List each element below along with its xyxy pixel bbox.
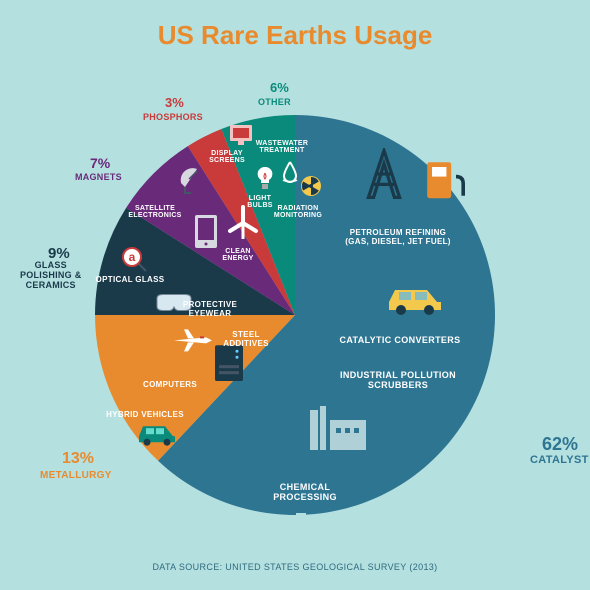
inner-label: RADIATION MONITORING [274,205,322,219]
bulb-icon [255,165,275,196]
inner-label: STEEL ADDITIVES [223,330,269,348]
inner-label: INDUSTRIAL POLLUTION SCRUBBERS [340,370,456,390]
server-icon [215,345,243,386]
inner-label: CHEMICAL PROCESSING [273,482,337,502]
slice-name: PHOSPHORS [143,112,203,122]
slice-name: CATALYST [530,454,589,466]
inner-label: COMPUTERS [143,380,197,389]
slice-percent: 3% [165,95,184,110]
dish-icon [175,165,205,200]
slice-name: OTHER [258,97,291,107]
plane-icon [170,325,214,361]
radiation-icon [300,175,322,202]
factory-icon [300,400,370,461]
inner-label: SATELLITE ELECTRONICS [128,205,181,219]
inner-label: DISPLAY SCREENS [209,150,245,164]
svg-text:a: a [129,250,136,264]
flask-icon [284,510,318,549]
turbine-icon [225,205,261,246]
inner-label: PROTECTIVE EYEWEAR [183,300,237,318]
ev-car-icon [135,420,179,451]
slice-percent: 62% [542,434,578,455]
slice-percent: 13% [62,450,94,468]
screen-icon [230,125,252,152]
slice-name: METALLURGY [40,470,112,481]
inner-label: OPTICAL GLASS [96,275,165,284]
drop-icon [280,160,300,189]
slice-name: MAGNETS [75,172,122,182]
slice-name: GLASS POLISHING & CERAMICS [20,260,81,290]
phone-icon [195,215,217,253]
inner-label: PETROLEUM REFINING (GAS, DIESEL, JET FUE… [345,228,451,246]
slice-percent: 6% [270,80,289,95]
inner-label: CLEAN ENERGY [222,248,253,262]
inner-label: WASTEWATER TREATMENT [256,140,308,154]
inner-label: HYBRID VEHICLES [106,410,184,419]
inner-label: CATALYTIC CONVERTERS [339,335,460,345]
car-icon [385,280,445,321]
lens-icon: a [120,245,148,278]
inner-label: LIGHT BULBS [247,195,273,209]
data-source: DATA SOURCE: UNITED STATES GEOLOGICAL SU… [0,562,590,572]
oil-derrick-icon [358,148,410,205]
slice-percent: 7% [90,155,110,171]
gas-pump-icon [420,155,468,208]
